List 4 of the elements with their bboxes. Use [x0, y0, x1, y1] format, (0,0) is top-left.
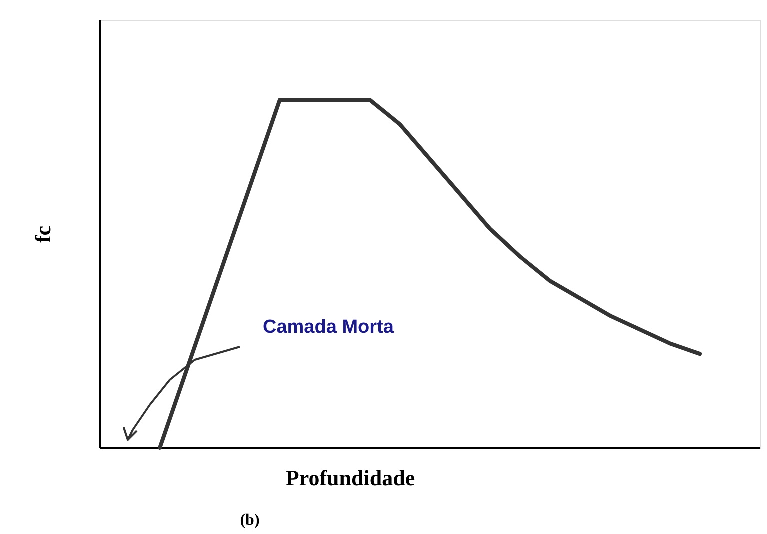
annotation: Camada Morta [263, 317, 394, 338]
text: (b) [240, 512, 260, 529]
x-axis-title: Profundidade [286, 466, 416, 490]
y-axis-title: fc [30, 226, 56, 244]
